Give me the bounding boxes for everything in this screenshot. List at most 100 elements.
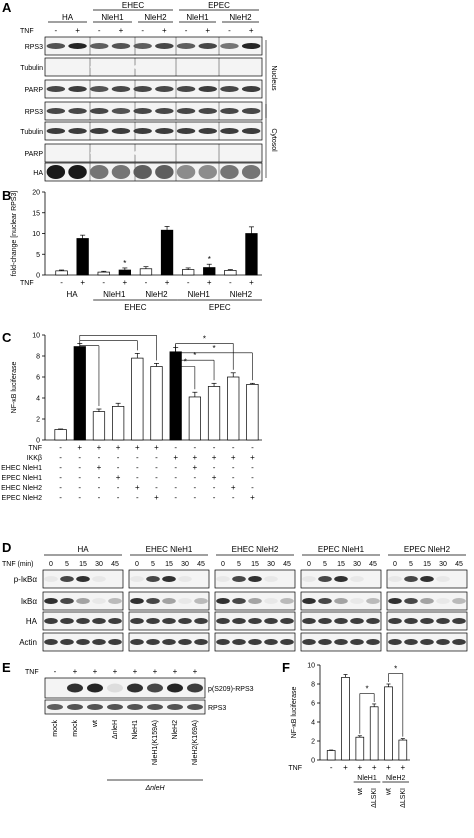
band-a [176, 108, 196, 114]
band-d [302, 639, 316, 645]
tnf-sign-e: + [133, 667, 138, 676]
band-d [76, 639, 90, 645]
blot-label-a: HA [33, 170, 43, 177]
condition-sign-c: + [154, 443, 159, 452]
group-label-b: NleH2 [230, 290, 253, 299]
time-label-d: 45 [369, 561, 377, 568]
bar-b [181, 269, 195, 276]
band-a [68, 128, 87, 134]
condition-sign-c: - [78, 493, 81, 502]
condition-sign-c: - [78, 453, 81, 462]
condition-sign-c: - [213, 443, 216, 452]
band-a [111, 165, 131, 179]
band-a [198, 43, 217, 49]
band-a [176, 128, 196, 134]
band-a [46, 43, 66, 49]
bar-f [384, 686, 393, 761]
condition-sign-c: - [78, 473, 81, 482]
significance-star-c: * [212, 344, 215, 353]
condition-sign-c: + [97, 443, 102, 452]
condition-sign-c: - [251, 473, 254, 482]
group-label-a: NleH1 [186, 13, 209, 22]
band-a [241, 150, 261, 156]
time-label-d: 5 [237, 561, 241, 568]
lane-label-e: wt [92, 720, 99, 728]
time-axis-label-d: TNF (min) [2, 561, 34, 568]
band-e [107, 683, 123, 693]
band-e [147, 683, 163, 693]
supergroup-label-b: EHEC [124, 303, 146, 312]
band-d [216, 639, 230, 645]
significance-star-c: * [184, 358, 187, 367]
tnf-sign-b: + [123, 278, 128, 287]
group-label-b: NleH1 [103, 290, 126, 299]
bar-f [326, 750, 336, 761]
band-a [155, 86, 174, 92]
band-d [216, 618, 230, 624]
bar-b [160, 229, 174, 276]
condition-sign-c: - [251, 483, 254, 492]
condition-sign-c: - [117, 493, 120, 502]
lane-sign-a: + [75, 26, 80, 35]
group-label-a: HA [62, 13, 74, 22]
band-a [90, 43, 109, 49]
time-label-d: 15 [337, 561, 345, 568]
condition-sign-c: - [98, 483, 101, 492]
condition-sign-c: + [231, 483, 236, 492]
condition-sign-c: - [174, 493, 177, 502]
time-label-d: 45 [111, 561, 119, 568]
band-a [46, 86, 66, 92]
tnf-label-e: TNF [25, 669, 39, 676]
tnf-sign-f: + [400, 763, 405, 772]
band-a [155, 165, 174, 179]
blot-label-e: RPS3 [208, 705, 226, 712]
band-a [241, 108, 261, 114]
band-d [318, 618, 332, 624]
band-d [264, 639, 278, 645]
blot-label-a: RPS3 [25, 44, 43, 51]
band-d [92, 598, 106, 604]
condition-sign-c: + [173, 453, 178, 462]
y-tick-label-b: 10 [32, 231, 40, 238]
significance-star-c: * [193, 351, 196, 360]
lane-sign-a: - [55, 26, 58, 35]
bar-f [398, 739, 408, 761]
band-d [280, 576, 294, 582]
group-label-d: HA [77, 545, 89, 554]
band-d [420, 576, 434, 582]
condition-sign-c: - [194, 483, 197, 492]
significance-star-b: * [208, 255, 211, 264]
condition-row-label-c: EPEC NleH1 [2, 475, 43, 482]
band-a [198, 108, 217, 114]
group-label-b: NleH1 [188, 290, 211, 299]
time-label-d: 45 [455, 561, 463, 568]
band-d [146, 576, 160, 582]
band-d [76, 576, 90, 582]
lane-label-e: NleH2 [172, 720, 179, 740]
y-tick-label-c: 10 [32, 333, 40, 340]
band-e [107, 704, 123, 710]
blot-label-d: Actin [19, 638, 37, 647]
condition-sign-c: - [59, 463, 62, 472]
tnf-sign-b: - [102, 278, 105, 287]
band-d [76, 598, 90, 604]
band-d [146, 639, 160, 645]
band-d [248, 598, 262, 604]
bar-f [355, 736, 365, 761]
band-a [90, 108, 109, 114]
blot-row-a [44, 57, 263, 77]
group-label-a: NleH2 [144, 13, 167, 22]
band-a [68, 86, 87, 92]
bar-b [203, 267, 216, 276]
band-a [198, 128, 217, 134]
y-tick-label-f: 8 [311, 682, 315, 689]
condition-sign-c: - [78, 483, 81, 492]
blot-label-a: RPS3 [25, 109, 43, 116]
condition-sign-c: - [232, 493, 235, 502]
band-d [108, 618, 122, 624]
band-a [220, 165, 239, 179]
y-tick-label-f: 10 [307, 663, 315, 670]
band-a [133, 150, 152, 156]
condition-row-label-c: TNF [28, 445, 42, 452]
